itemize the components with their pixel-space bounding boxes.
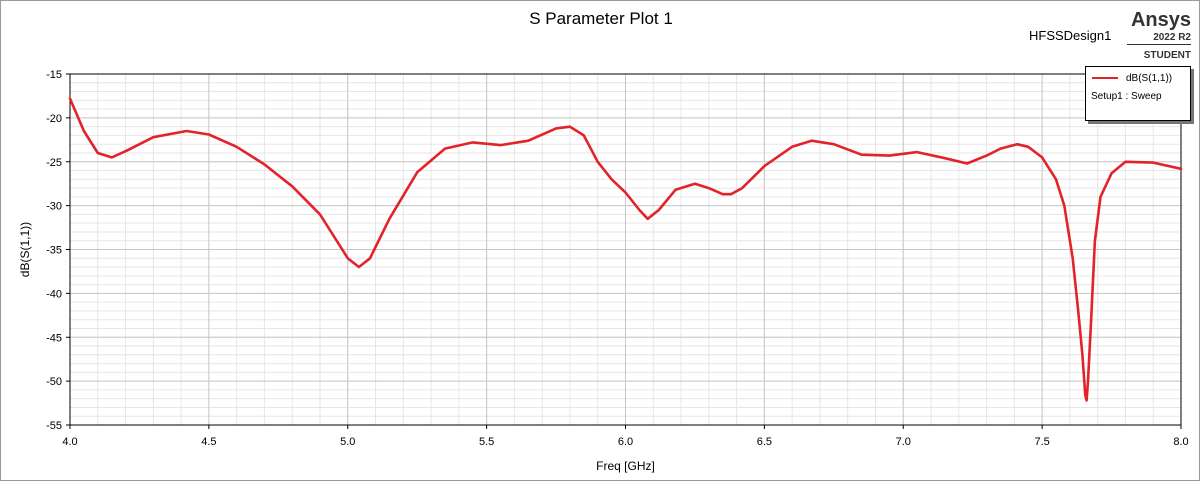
legend[interactable]: dB(S(1,1)) Setup1 : Sweep [1085,66,1191,121]
x-tick-label: 4.0 [62,436,77,448]
x-tick-label: 6.0 [618,436,633,448]
legend-setup-label: Setup1 : Sweep [1091,91,1162,102]
x-tick-label: 5.5 [479,436,494,448]
y-tick-label: -30 [46,201,62,213]
series-line-s11[interactable] [68,97,1183,402]
y-tick-label: -55 [46,420,62,432]
design-name: HFSSDesign1 [1029,28,1112,43]
edition-label: STUDENT [1143,50,1191,61]
legend-swatch [1092,77,1118,79]
x-axis-label: Freq [GHz] [596,459,655,473]
x-tick-label: 6.5 [757,436,772,448]
y-tick-label: -15 [46,69,62,81]
x-tick-label: 4.5 [201,436,216,448]
x-tick-label: 5.0 [340,436,355,448]
version-label: 2022 R2 [1127,32,1191,45]
x-tick-label: 7.5 [1034,436,1049,448]
y-tick-label: -20 [46,113,62,125]
y-axis-label: dB(S(1,1)) [18,222,32,277]
plot-title: S Parameter Plot 1 [529,9,673,28]
axis-ticks: 4.0 4.5 5.0 5.5 6.0 6.5 7.0 7.5 8.0 -15 -20 -25 -30 -… [46,69,1189,448]
x-tick-label: 7.0 [896,436,911,448]
ansys-logo: Ansys 2022 R2 STUDENT [1127,9,1191,61]
x-tick-label: 8.0 [1173,436,1188,448]
y-tick-label: -40 [46,288,62,300]
y-tick-label: -50 [46,376,62,388]
legend-series-name: dB(S(1,1)) [1126,73,1173,84]
y-tick-label: -45 [46,332,62,344]
y-tick-label: -35 [46,245,62,257]
plot-grid [69,73,1182,426]
brand-name: Ansys [1130,9,1191,31]
y-tick-label: -25 [46,157,62,169]
